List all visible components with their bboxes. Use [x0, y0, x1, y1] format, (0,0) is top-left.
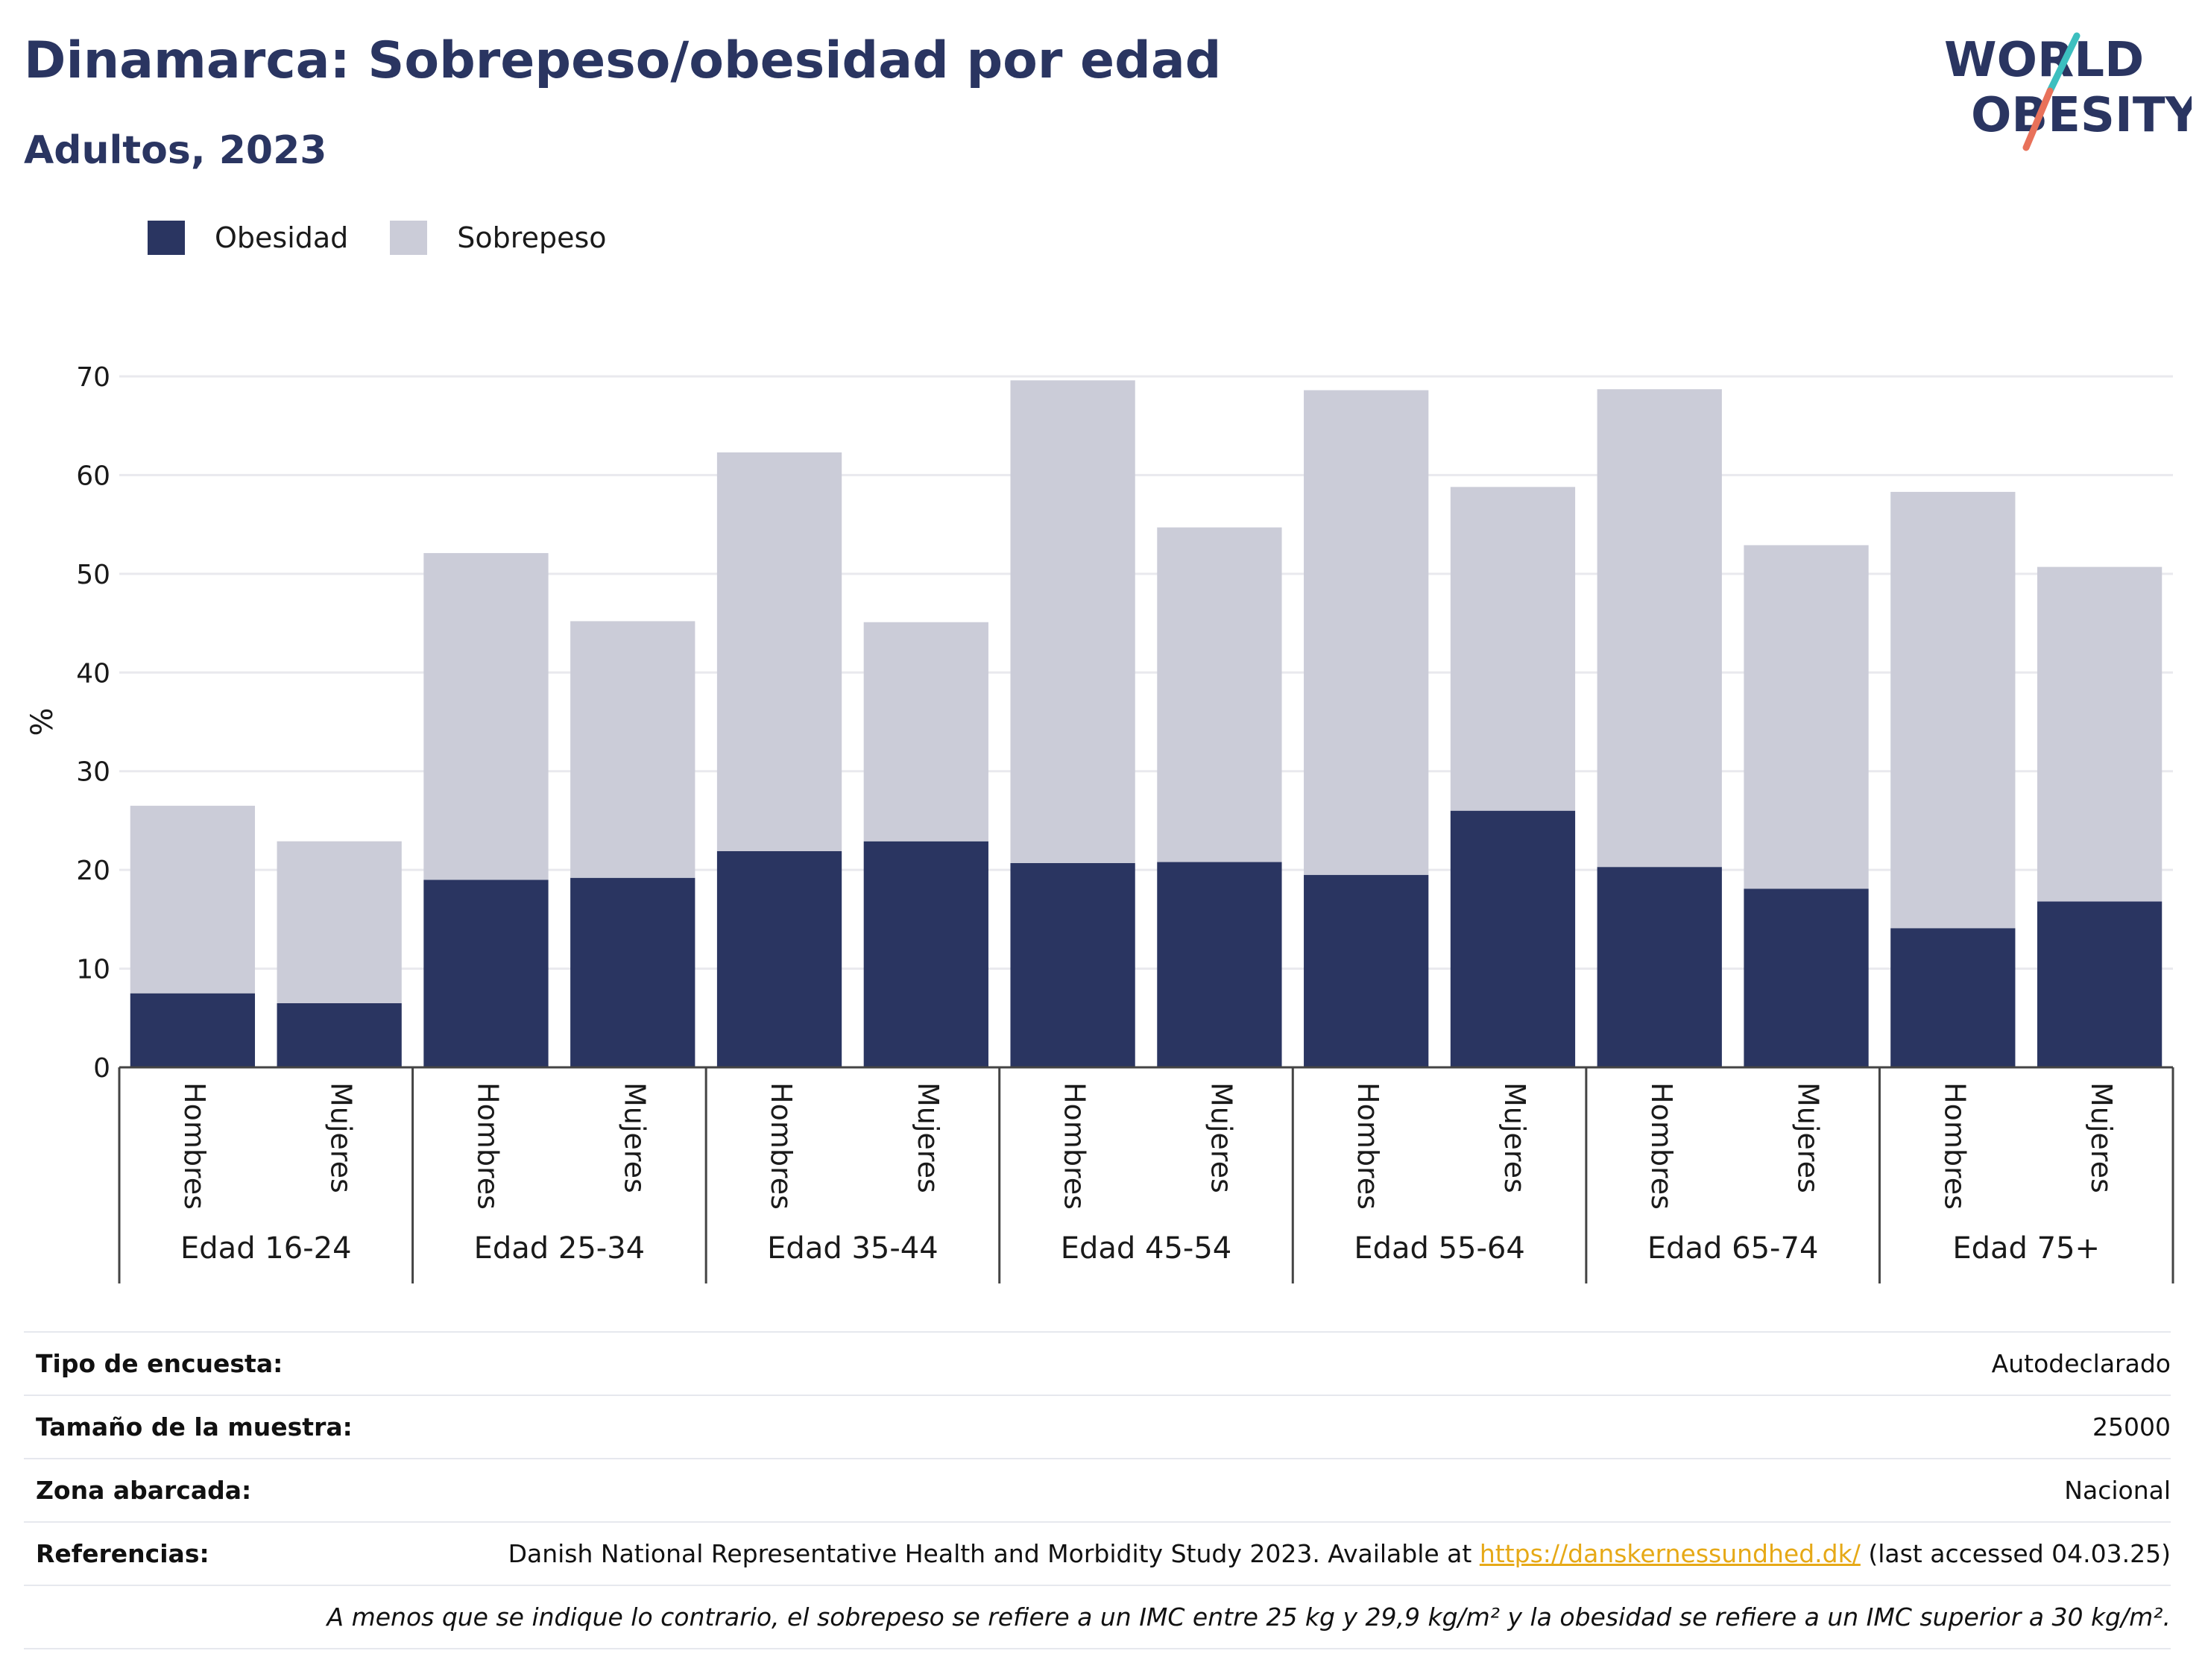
x-tick-label: Mujeres	[912, 1082, 944, 1193]
references-value: Danish National Representative Health an…	[508, 1539, 2171, 1568]
bar-obesity	[277, 1002, 402, 1067]
logo-line2: OBESITY	[1971, 88, 2192, 143]
chart-subtitle: Adultos, 2023	[24, 128, 327, 173]
bar-overweight	[423, 553, 549, 880]
world-obesity-logo: WORLD OBESITY	[1944, 32, 2192, 151]
bar-obesity	[1890, 928, 2016, 1067]
survey-type-label: Tipo de encuesta:	[36, 1349, 283, 1378]
bar-overweight	[1010, 380, 1135, 863]
y-tick-label: 50	[76, 560, 110, 590]
definition-note-row: A menos que se indique lo contrario, el …	[24, 1585, 2171, 1649]
legend-label-overweight: Sobrepeso	[457, 221, 607, 254]
definition-note: A menos que se indique lo contrario, el …	[327, 1602, 2171, 1632]
x-tick-label: Mujeres	[1498, 1082, 1531, 1193]
logo-accent-coral	[2022, 87, 2054, 151]
y-tick-label: 10	[76, 955, 110, 985]
references-prefix: Danish National Representative Health an…	[508, 1539, 1480, 1568]
bar-obesity	[1597, 867, 1722, 1067]
sample-size-row: Tamaño de la muestra: 25000	[24, 1395, 2171, 1458]
group-label: Edad 45-54	[1061, 1231, 1232, 1266]
bar-obesity	[863, 841, 988, 1067]
bar-overweight	[1304, 390, 1429, 875]
references-label: Referencias:	[36, 1539, 209, 1568]
bar-obesity	[2037, 901, 2163, 1067]
logo-accent-teal	[2046, 32, 2081, 95]
bar-overweight	[130, 806, 256, 994]
bar-obesity	[570, 877, 695, 1067]
bar-obesity	[1450, 810, 1576, 1067]
bar-overweight	[1744, 545, 1869, 889]
bar-obesity	[423, 880, 549, 1067]
group-label: Edad 75+	[1952, 1231, 2100, 1266]
sample-size-value: 25000	[2092, 1412, 2171, 1441]
coverage-row: Zona abarcada: Nacional	[24, 1458, 2171, 1521]
group-label: Edad 16-24	[180, 1231, 352, 1266]
x-tick-label: Hombres	[1645, 1082, 1678, 1210]
x-tick-label: Mujeres	[1792, 1082, 1825, 1193]
legend-swatch-overweight	[390, 221, 428, 255]
bar-obesity	[716, 850, 842, 1067]
x-tick-label: Hombres	[471, 1082, 504, 1210]
sample-size-label: Tamaño de la muestra:	[36, 1412, 353, 1441]
survey-type-row: Tipo de encuesta: Autodeclarado	[24, 1331, 2171, 1395]
coverage-label: Zona abarcada:	[36, 1476, 252, 1505]
bar-obesity	[130, 993, 256, 1067]
coverage-value: Nacional	[2064, 1476, 2171, 1505]
references-row: Referencias: Danish National Representat…	[24, 1521, 2171, 1585]
stacked-bar-chart: 0 10 20 30 40 50 60 70% Hombres Mujeres Hombres Muj…	[25, 362, 2174, 1283]
x-tick-label: Hombres	[1938, 1082, 1971, 1210]
legend-label-obesity: Obesidad	[215, 221, 349, 254]
x-tick-label: Hombres	[1059, 1082, 1091, 1210]
y-tick-label: 30	[76, 757, 110, 788]
y-tick-label: 0	[93, 1053, 110, 1084]
x-tick-label: Mujeres	[2085, 1082, 2118, 1193]
chart-legend: Obesidad Sobrepeso	[148, 221, 649, 255]
bar-overweight	[277, 841, 402, 1003]
logo-line1: WORLD	[1944, 33, 2144, 88]
x-tick-label: Mujeres	[325, 1082, 358, 1193]
group-label: Edad 55-64	[1354, 1231, 1525, 1266]
y-tick-label: 70	[76, 362, 110, 393]
group-label: Edad 25-34	[474, 1231, 646, 1266]
bar-overweight	[863, 622, 988, 841]
x-tick-label: Hombres	[1351, 1082, 1384, 1210]
bar-overweight	[1597, 389, 1722, 868]
survey-type-value: Autodeclarado	[1991, 1349, 2171, 1378]
bar-obesity	[1744, 888, 1869, 1067]
legend-item-overweight[interactable]: Sobrepeso	[390, 221, 607, 255]
bar-overweight	[716, 452, 842, 851]
group-label: Edad 35-44	[767, 1231, 939, 1266]
bar-overweight	[1157, 527, 1282, 862]
survey-info-table: Tipo de encuesta: Autodeclarado Tamaño d…	[24, 1331, 2171, 1649]
y-tick-label: 60	[76, 461, 110, 491]
bar-overweight	[1890, 491, 2016, 929]
bar-overweight	[1450, 487, 1576, 811]
y-axis-label: %	[25, 707, 60, 736]
bar-overweight	[570, 621, 695, 878]
y-tick-label: 40	[76, 658, 110, 689]
x-tick-label: Hombres	[765, 1082, 798, 1210]
y-tick-label: 20	[76, 856, 110, 886]
bar-obesity	[1157, 862, 1282, 1067]
x-tick-label: Hombres	[178, 1082, 211, 1210]
bar-obesity	[1304, 874, 1429, 1067]
x-tick-label: Mujeres	[1205, 1082, 1237, 1193]
x-tick-label: Mujeres	[618, 1082, 651, 1193]
group-label: Edad 65-74	[1647, 1231, 1819, 1266]
legend-swatch-obesity	[148, 221, 185, 255]
chart-title: Dinamarca: Sobrepeso/obesidad por edad	[24, 31, 1222, 90]
legend-item-obesity[interactable]: Obesidad	[148, 221, 348, 255]
references-suffix: (last accessed 04.03.25)	[1860, 1539, 2171, 1568]
references-link[interactable]: https://danskernessundhed.dk/	[1479, 1539, 1861, 1568]
bar-overweight	[2037, 566, 2163, 902]
bar-obesity	[1010, 862, 1135, 1067]
